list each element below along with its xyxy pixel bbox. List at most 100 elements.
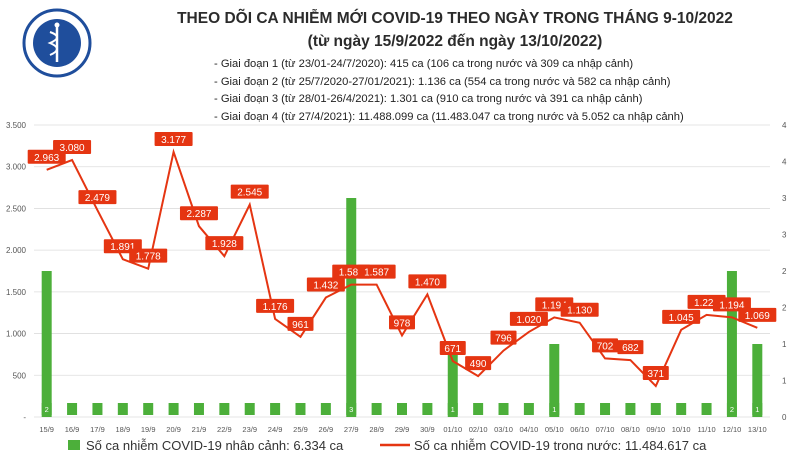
line-value-label: 1.020: [516, 315, 541, 326]
y-right-tick-label: 3: [782, 194, 787, 203]
x-tick-label: 06/10: [570, 425, 589, 434]
bar-label-box: [295, 403, 306, 415]
bar-value-label: 1: [755, 405, 759, 414]
line-label-box: [256, 298, 295, 313]
x-tick-label: 29/9: [395, 425, 410, 434]
bar-value-label: 3: [349, 405, 353, 414]
bar: [726, 271, 737, 417]
line-value-label: 1.891: [110, 242, 135, 253]
x-tick-label: 08/10: [621, 425, 640, 434]
y-right-tick-label: 2: [782, 267, 787, 276]
y-left-tick-label: 2.000: [6, 246, 27, 255]
line-value-label: 2.479: [85, 193, 110, 204]
line-label-box: [509, 311, 548, 326]
line-label-box: [617, 340, 644, 355]
x-tick-label: 04/10: [520, 425, 539, 434]
x-tick-label: 26/9: [319, 425, 334, 434]
line-label-box: [230, 184, 269, 199]
bar-label-box: [67, 403, 78, 415]
bar-label-box: [168, 403, 179, 415]
bar-label-box: [523, 403, 534, 415]
bar-label-box: [422, 403, 433, 415]
x-tick-label: 22/9: [217, 425, 232, 434]
line-value-label: 1.928: [212, 239, 237, 250]
line-value-label: 1.194: [719, 300, 744, 311]
note-phase-4: - Giai đoạn 4 (từ 27/4/2021): 11.488.099…: [214, 110, 684, 123]
note-phase-1: - Giai đoạn 1 (từ 23/01-24/7/2020): 415 …: [214, 58, 634, 70]
bar-label-box: [650, 403, 661, 415]
line-value-label: 371: [647, 369, 664, 380]
bar-value-label: 2: [730, 405, 734, 414]
line-value-label: 702: [597, 341, 614, 352]
legend-bar-label: Số ca nhiễm COVID-19 nhập cảnh: 6.334 ca: [86, 438, 344, 450]
bar-value-label: 1: [552, 405, 556, 414]
line-value-label: 1.194: [542, 300, 567, 311]
bar-label-box: [219, 403, 230, 415]
bar: [752, 344, 763, 417]
bar-label-box: [701, 403, 712, 415]
line-label-box: [465, 356, 492, 371]
y-left-tick-label: 500: [13, 371, 27, 380]
line-label-box: [287, 316, 314, 331]
bar-label-box: [752, 403, 763, 415]
legend-bar-swatch: [68, 440, 80, 450]
bar-label-box: [574, 403, 585, 415]
line-value-label: 671: [444, 344, 461, 355]
x-tick-label: 20/9: [166, 425, 181, 434]
line-label-box: [662, 309, 701, 324]
line-label-box: [154, 131, 193, 146]
line-label-box: [357, 264, 396, 279]
line-value-label: 1.176: [263, 302, 288, 313]
x-tick-label: 12/10: [723, 425, 742, 434]
bar-label-box: [600, 403, 611, 415]
bar-label-box: [270, 403, 281, 415]
y-left-tick-label: -: [23, 413, 26, 422]
line-label-box: [738, 307, 777, 322]
x-tick-label: 05/10: [545, 425, 564, 434]
note-phase-3: - Giai đoạn 3 (từ 28/01-26/4/2021): 1.30…: [214, 93, 643, 105]
line-value-label: 1.778: [136, 252, 161, 263]
bar-label-box: [447, 403, 458, 415]
x-tick-label: 02/10: [469, 425, 488, 434]
line-label-box: [179, 206, 218, 221]
x-tick-label: 19/9: [141, 425, 156, 434]
line-label-box: [53, 140, 92, 155]
line-label-box: [306, 277, 345, 292]
line-value-label: 796: [495, 334, 512, 345]
line-label-box: [129, 248, 168, 263]
x-tick-label: 01/10: [443, 425, 462, 434]
line-value-label: 1.470: [415, 277, 440, 288]
line-value-label: 978: [394, 318, 411, 329]
bar-label-box: [143, 403, 154, 415]
bar-label-box: [320, 403, 331, 415]
x-tick-label: 09/10: [646, 425, 665, 434]
x-tick-label: 24/9: [268, 425, 283, 434]
line-label-box: [592, 338, 619, 353]
bar-label-box: [117, 403, 128, 415]
line-label-box: [439, 341, 466, 356]
y-left-tick-label: 3.000: [6, 163, 27, 172]
bar-label-box: [676, 403, 687, 415]
x-tick-label: 03/10: [494, 425, 513, 434]
bar-label-box: [498, 403, 509, 415]
legend-line-label: Số ca nhiễm COVID-19 trong nước: 11.484.…: [414, 438, 707, 450]
line-value-label: 1.224: [694, 298, 719, 309]
y-right-tick-label: 3: [782, 231, 787, 240]
bar: [549, 344, 560, 417]
line-label-box: [205, 236, 244, 251]
y-left-tick-label: 1.000: [6, 330, 27, 339]
line-value-label: 3.177: [161, 135, 186, 146]
x-tick-label: 13/10: [748, 425, 767, 434]
y-right-tick-label: 1: [782, 377, 787, 386]
bar-label-box: [726, 403, 737, 415]
x-tick-label: 23/9: [242, 425, 257, 434]
bar-label-box: [371, 403, 382, 415]
bar: [447, 344, 458, 417]
line-value-label: 1.587: [339, 268, 364, 279]
y-left-tick-label: 3.500: [6, 121, 27, 130]
bar: [41, 271, 52, 417]
x-tick-label: 16/9: [65, 425, 80, 434]
y-right-tick-label: 4: [782, 158, 787, 167]
line-label-box: [408, 274, 447, 289]
bar-label-box: [92, 403, 103, 415]
